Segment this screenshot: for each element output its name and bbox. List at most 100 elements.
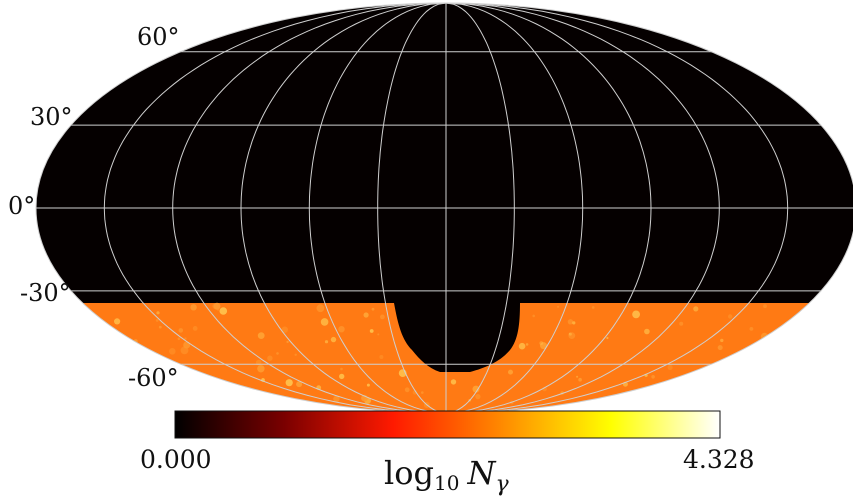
colorbar-title-log: log (384, 454, 434, 492)
hotspot-mark (169, 348, 176, 355)
hotspot-mark (183, 381, 192, 389)
hotspot-mark (369, 329, 374, 333)
hotspot-mark (379, 355, 384, 359)
hotspot-mark (475, 394, 481, 400)
hotspot-mark (763, 304, 767, 309)
hotspot-mark (190, 304, 197, 311)
hotspot-mark (99, 400, 106, 407)
meridian-line (445, 3, 515, 413)
hotspot-mark (728, 314, 733, 319)
hotspot-mark (158, 325, 162, 329)
hotspot-mark (257, 365, 265, 373)
hotspot-mark (716, 377, 719, 380)
hotspot-mark (219, 307, 228, 315)
colorbar-title-var: N (466, 454, 496, 492)
hotspot-mark (404, 387, 410, 393)
hotspot-mark (720, 338, 724, 343)
hotspot-mark (366, 383, 370, 387)
hotspot-mark (766, 336, 771, 341)
colorbar-title-var-sub: γ (495, 472, 509, 497)
hotspot-mark (205, 381, 210, 386)
hotspot-mark (340, 367, 343, 371)
hotspot-mark (114, 318, 121, 325)
hotspot-mark (606, 336, 609, 340)
colorbar-title: log10 Nγ (384, 454, 509, 497)
meridian-line (377, 3, 447, 413)
hotspot-mark (745, 388, 752, 396)
hotspot-mark (732, 371, 737, 377)
hotspot-mark (155, 319, 159, 322)
hotspot-mark (380, 314, 385, 320)
hotspot-mark (572, 321, 576, 325)
hotspot-mark (644, 328, 650, 335)
hotspot-mark (266, 399, 270, 403)
hotspot-mark (540, 342, 547, 350)
meridian-line (103, 3, 447, 413)
meridian-line (445, 3, 720, 413)
hotspot-mark (103, 379, 109, 384)
hotspot-mark (749, 327, 754, 331)
hotspot-mark (568, 332, 576, 339)
hotspot-mark (377, 333, 380, 336)
hotspot-mark (724, 361, 728, 365)
hotspot-mark (371, 307, 375, 311)
hotspot-mark (294, 353, 297, 356)
hotspot-mark (532, 314, 535, 318)
hotspot-mark (281, 326, 288, 333)
hotspot-mark (110, 334, 117, 340)
hotspot-mark (305, 404, 308, 407)
hotspot-mark (160, 402, 166, 408)
hotspot-mark (721, 371, 726, 376)
hotspot-mark (316, 304, 325, 313)
hotspot-mark (213, 302, 221, 310)
hotspot-mark (557, 305, 560, 308)
hotspot-mark (691, 378, 697, 384)
hotspot-mark (178, 328, 184, 333)
hotspot-mark (296, 381, 303, 388)
hotspot-mark (156, 311, 160, 315)
hotspot-mark (412, 390, 418, 395)
hotspot-mark (118, 363, 123, 369)
hotspot-mark (109, 382, 114, 387)
hotspot-mark (123, 343, 127, 347)
hotspot-mark (192, 326, 198, 331)
hotspot-mark (117, 359, 124, 366)
hotspot-mark (102, 339, 108, 345)
meridian-line (445, 3, 789, 413)
hotspot-mark (676, 401, 684, 408)
hotspot-mark (776, 393, 780, 397)
hotspot-mark (257, 332, 265, 339)
hotspot-mark (518, 342, 526, 350)
hotspot-mark (717, 345, 723, 351)
hotspot-mark (578, 377, 582, 382)
colorbar-max-label: 4.328 (683, 445, 755, 474)
meridian-line (240, 3, 447, 413)
hotspot-mark (188, 373, 197, 381)
hotspot-mark (508, 369, 513, 375)
hotspot-mark (667, 364, 673, 370)
hotspot-mark (181, 392, 188, 399)
hotspot-mark (679, 321, 684, 326)
hotspot-mark (525, 343, 529, 346)
hotspot-mark (154, 396, 158, 401)
colorbar (174, 410, 721, 439)
hotspot-mark (472, 385, 480, 393)
lat-label-minus30: -30° (20, 279, 71, 307)
hotspot-mark (320, 318, 329, 326)
hotspot-mark (730, 371, 738, 379)
hotspot-mark (648, 394, 654, 401)
hotspot-mark (267, 355, 273, 361)
hotspot-mark (450, 379, 457, 385)
hotspot-mark (338, 326, 345, 333)
hotspot-mark (421, 391, 424, 394)
hotspot-mark (777, 358, 784, 365)
hotspot-mark (693, 306, 699, 312)
hotspot-mark (651, 375, 655, 379)
hotspot-mark (324, 340, 329, 344)
hotspot-mark (285, 379, 293, 387)
hotspot-mark (184, 337, 187, 340)
hotspot-mark (97, 352, 103, 358)
meridian-line (172, 3, 447, 413)
hotspot-mark (363, 312, 369, 318)
lat-label-60: 60° (137, 23, 180, 51)
